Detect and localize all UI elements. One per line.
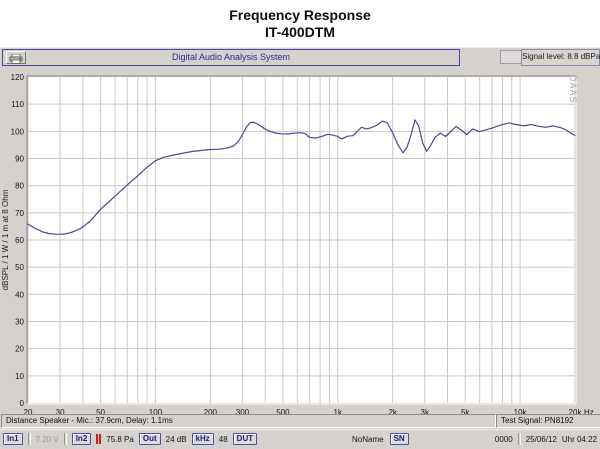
io-right-group: 0000 25/06/12 Uhr 04:22 (495, 433, 597, 445)
chart-title-line1: Frequency Response (229, 7, 371, 23)
y-tick-label: 90 (15, 155, 24, 164)
in1-level-value: 7.20 V (35, 434, 59, 444)
clip-indicator-icon (96, 434, 102, 444)
in1-button[interactable]: In1 (3, 433, 23, 445)
io-file-group: NoName SN (352, 433, 409, 445)
x-axis-unit: Hz (584, 408, 594, 414)
x-tick-label: 300 (236, 408, 250, 414)
y-tick-label: 80 (15, 182, 24, 191)
chart-svg: DAAS 0 10 20 30 40 50 60 70 80 90 100 110 120 dBSPL / … (1, 73, 594, 417)
time-value: Uhr 04:22 (561, 434, 597, 444)
chart-title: Frequency Response IT-400DTM (0, 7, 600, 41)
date-value: 25/06/12 (525, 434, 557, 444)
separator (27, 433, 31, 445)
samplerate-button[interactable]: kHz (191, 433, 214, 445)
x-tick-label: 2k (388, 408, 397, 414)
plot-border-dark (26, 75, 576, 404)
status-bar-info: Distance Speaker - Mic.: 37.9cm, Delay: … (0, 414, 600, 429)
y-tick-label: 0 (20, 399, 25, 408)
y-tick-label: 10 (15, 372, 24, 381)
separator (517, 433, 521, 445)
chart-title-line2: IT-400DTM (264, 24, 335, 40)
y-axis-title: dBSPL / 1 W / 1 m at 8 Ohm (1, 189, 10, 290)
x-tick-label: 5k (461, 408, 470, 414)
y-tick-label: 20 (15, 345, 24, 354)
io-left-group: In1 7.20 V In2 75.8 Pa Out 24 dB kHz 48 … (3, 433, 258, 445)
measurement-counter: 0000 (494, 434, 513, 444)
sn-button[interactable]: SN (389, 433, 409, 445)
distance-delay-status: Distance Speaker - Mic.: 37.9cm, Delay: … (1, 414, 496, 428)
toolbar: Digital Audio Analysis System Signal lev… (0, 47, 600, 68)
status-bar-io: In1 7.20 V In2 75.8 Pa Out 24 dB kHz 48 … (0, 429, 600, 449)
x-tick-label: 1k (334, 408, 343, 414)
x-tick-label: 20k (569, 408, 583, 414)
file-name: NoName (352, 434, 384, 444)
y-tick-label: 60 (15, 236, 24, 245)
app-title-panel: Digital Audio Analysis System (2, 49, 460, 66)
dut-button[interactable]: DUT (232, 433, 258, 445)
x-tick-label: 10k (514, 408, 528, 414)
x-tick-label: 200 (204, 408, 218, 414)
toolbar-indicator-box (500, 50, 522, 64)
printer-icon (9, 53, 23, 64)
x-tick-label: 50 (96, 408, 105, 414)
y-tick-label: 110 (11, 100, 24, 109)
separator (63, 433, 67, 445)
y-tick-label: 50 (15, 263, 24, 272)
x-tick-label: 20 (24, 408, 33, 414)
y-tick-label: 100 (11, 127, 25, 136)
x-tick-label: 500 (276, 408, 290, 414)
out-level-value: 24 dB (165, 434, 187, 444)
response-curve (27, 119, 576, 235)
print-button[interactable] (6, 51, 26, 64)
chart-panel: DAAS 0 10 20 30 40 50 60 70 80 90 100 110 120 dBSPL / … (0, 68, 600, 417)
daas-watermark: DAAS (568, 75, 578, 104)
x-tick-label: 30 (56, 408, 65, 414)
x-tick-label: 3k (421, 408, 430, 414)
in2-button[interactable]: In2 (71, 433, 92, 445)
y-tick-label: 30 (15, 318, 24, 327)
x-tick-label: 100 (149, 408, 163, 414)
signal-level-label: Signal level: 8.8 dBPa (521, 49, 600, 66)
samplerate-value: 48 (218, 434, 228, 444)
out-button[interactable]: Out (138, 433, 161, 445)
y-tick-label: 40 (15, 290, 24, 299)
test-signal-status: Test Signal: PN8192 (496, 414, 600, 428)
y-tick-label: 120 (11, 73, 25, 82)
plot-border-light (27, 76, 577, 405)
app-title: Digital Audio Analysis System (171, 52, 291, 62)
in2-level-value: 75.8 Pa (106, 434, 134, 444)
y-tick-label: 70 (15, 209, 24, 218)
